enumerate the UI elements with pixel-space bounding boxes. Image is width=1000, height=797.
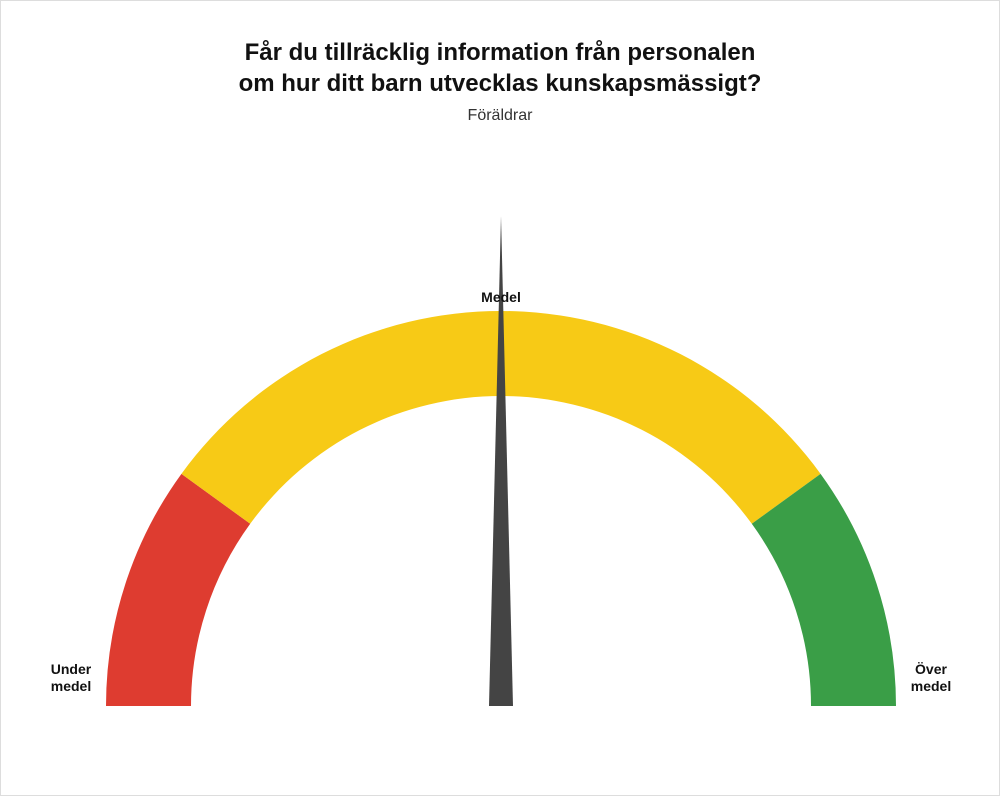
chart-frame: Får du tillräcklig information från pers… xyxy=(0,0,1000,796)
gauge-label-medel: Medel xyxy=(461,289,541,306)
gauge-label-under-medel: Under medel xyxy=(41,661,101,695)
gauge-chart xyxy=(1,1,1000,797)
gauge-label-over-medel: Över medel xyxy=(901,661,961,695)
